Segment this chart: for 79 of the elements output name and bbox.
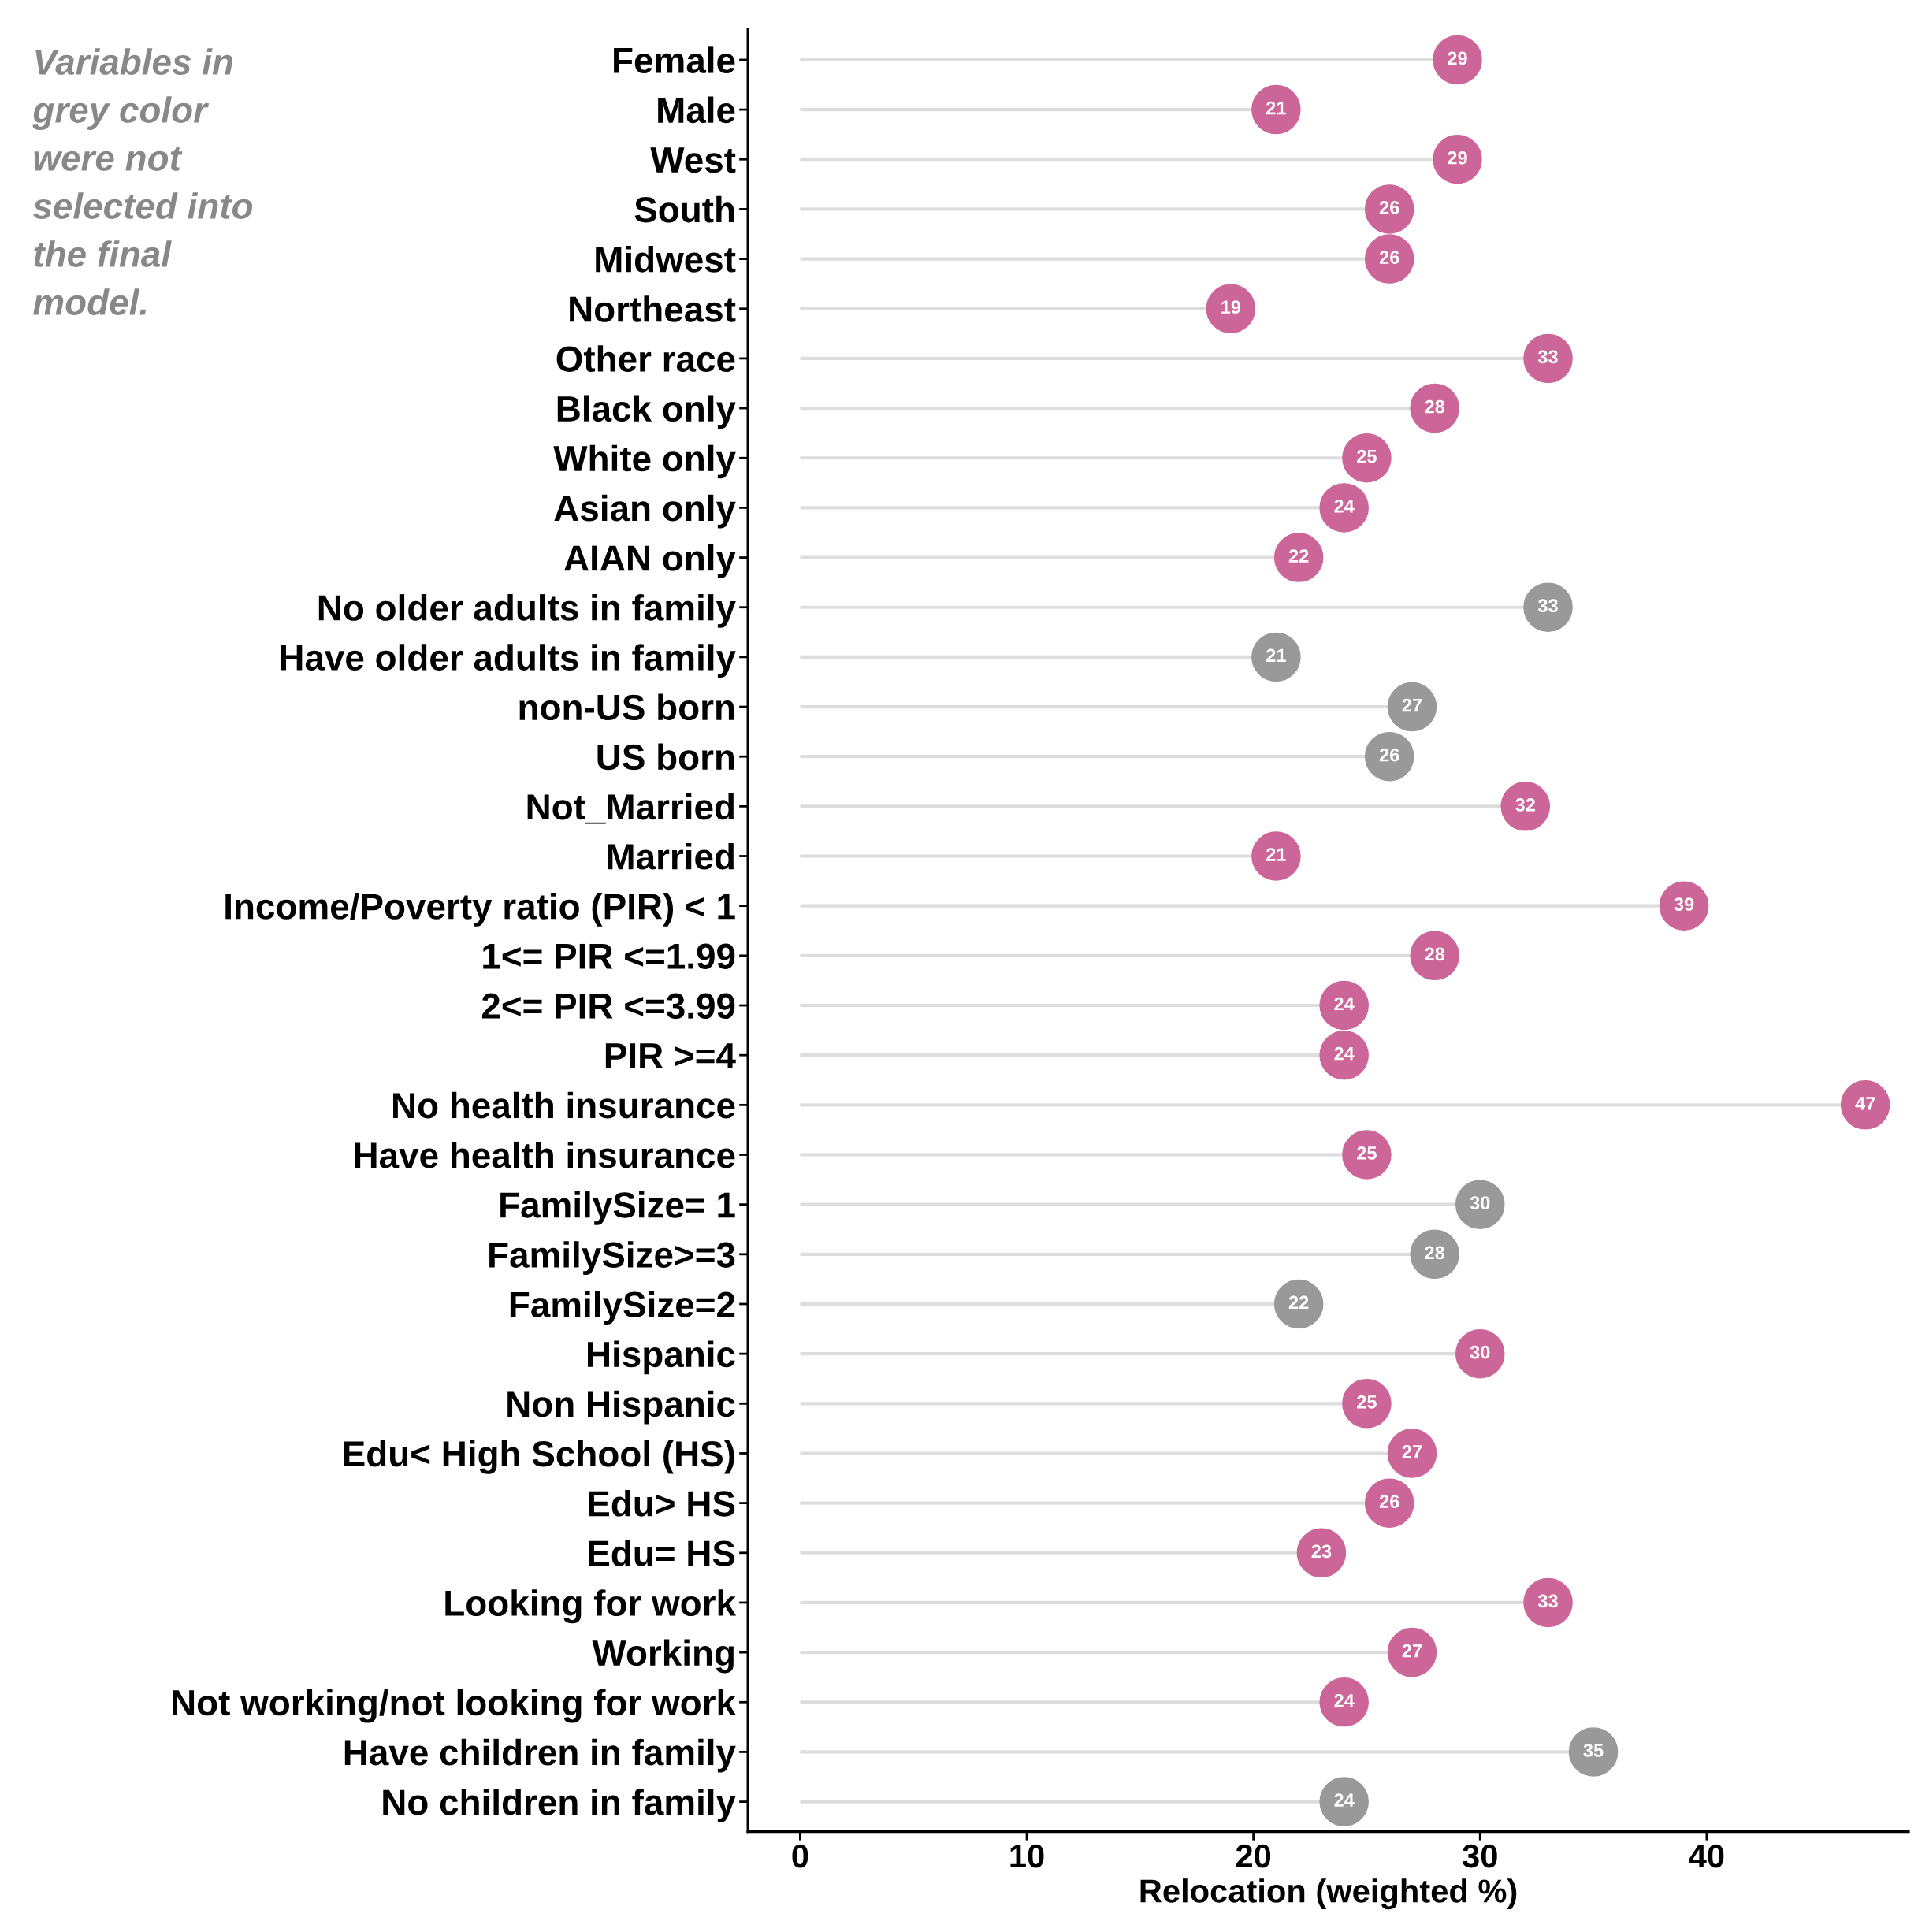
y-tick-label: Black only [557, 395, 736, 429]
data-label: 21 [1266, 101, 1286, 115]
data-label: 24 [1334, 1693, 1355, 1707]
y-tick-label: Edu> HS [589, 1490, 735, 1517]
y-tick-label: Edu< High School (HS) [344, 1440, 734, 1474]
data-label: 28 [1425, 1246, 1445, 1260]
y-tick-label: Midwest [596, 245, 736, 273]
y-tick-label: Non Hispanic [507, 1390, 735, 1425]
y-tick-label: Not working/not looking for work [173, 1689, 737, 1723]
y-tick-label: AIAN only [564, 544, 736, 578]
data-label: 24 [1334, 997, 1355, 1011]
data-label: 19 [1221, 300, 1241, 314]
y-tick-label: FamilySize= 1 [500, 1191, 735, 1225]
data-label: 26 [1379, 748, 1399, 762]
data-label: 27 [1402, 698, 1422, 712]
y-tick-label: Edu= HS [589, 1540, 735, 1566]
data-label: 22 [1288, 549, 1309, 563]
y-tick-label: Female [614, 46, 735, 73]
data-label: 27 [1402, 1644, 1422, 1658]
y-tick-label: PIR >=4 [605, 1043, 736, 1068]
data-label: 29 [1448, 150, 1467, 165]
data-label: 21 [1266, 848, 1286, 861]
x-tick-label: 10 [1010, 1844, 1044, 1868]
y-tick-label: South [634, 195, 734, 223]
y-tick-label: US born [597, 743, 734, 771]
y-tick-label: No older adults in family [318, 594, 736, 628]
y-tick-label: Have children in family [344, 1738, 736, 1773]
y-tick-label: Have older adults in family [281, 644, 736, 678]
data-label: 25 [1357, 1395, 1377, 1409]
data-label: 25 [1357, 449, 1377, 463]
y-tick-label: West [650, 147, 736, 173]
x-tick-label: 30 [1463, 1844, 1497, 1868]
y-tick-label: No health insurance [393, 1091, 735, 1119]
x-tick-label: 20 [1236, 1844, 1271, 1868]
data-label: 26 [1379, 251, 1399, 264]
data-label: 33 [1537, 599, 1558, 613]
data-label: 22 [1288, 1295, 1309, 1310]
data-label: 30 [1470, 1345, 1490, 1359]
y-tick-label: Male [658, 96, 735, 124]
y-tick-label: White only [553, 444, 736, 479]
y-tick-label: FamilySize=2 [510, 1291, 735, 1325]
y-tick-label: Asian only [554, 494, 736, 529]
y-tick-label: Northeast [570, 295, 736, 322]
y-tick-label: Working [592, 1639, 734, 1674]
y-tick-label: Income/Poverty ratio (PIR) < 1 [225, 893, 735, 927]
y-tick-label: Married [608, 842, 734, 870]
y-tick-label: 2<= PIR <=3.99 [481, 993, 735, 1020]
data-label: 25 [1357, 1146, 1377, 1160]
x-tick-label: 0 [792, 1844, 808, 1868]
data-label: 39 [1674, 897, 1694, 912]
data-label: 28 [1425, 947, 1445, 961]
data-label: 21 [1266, 648, 1286, 662]
x-tick-label: 40 [1689, 1844, 1724, 1868]
y-tick-label: Have health insurance [355, 1141, 735, 1168]
x-axis-title: Relocation (weighted %) [1140, 1878, 1517, 1910]
data-label: 30 [1470, 1196, 1490, 1210]
y-tick-label: 1<= PIR <=1.99 [483, 943, 735, 969]
data-label: 47 [1855, 1097, 1875, 1110]
y-tick-label: FamilySize>=3 [489, 1241, 735, 1275]
y-tick-label: Not_Married [527, 793, 734, 824]
data-label: 23 [1311, 1544, 1332, 1559]
data-label: 28 [1425, 399, 1445, 414]
data-label: 33 [1537, 350, 1558, 364]
data-label: 27 [1402, 1445, 1422, 1458]
data-label: 24 [1334, 1793, 1355, 1807]
y-tick-label: non-US born [519, 693, 734, 721]
data-label: 33 [1537, 1594, 1558, 1608]
y-tick-label: Hispanic [588, 1340, 735, 1375]
data-label: 35 [1583, 1744, 1604, 1757]
y-tick-label: No children in family [383, 1788, 736, 1822]
data-label: 32 [1515, 797, 1535, 812]
text: Variables in grey color were not selected into the final model. [32, 48, 253, 315]
data-label: 26 [1379, 1495, 1399, 1508]
data-label: 24 [1334, 500, 1355, 513]
y-tick-label: Looking for work [445, 1589, 737, 1624]
data-label: 29 [1448, 51, 1467, 65]
data-label: 26 [1379, 201, 1399, 214]
y-tick-label: Other race [556, 345, 735, 372]
data-label: 24 [1334, 1046, 1355, 1061]
